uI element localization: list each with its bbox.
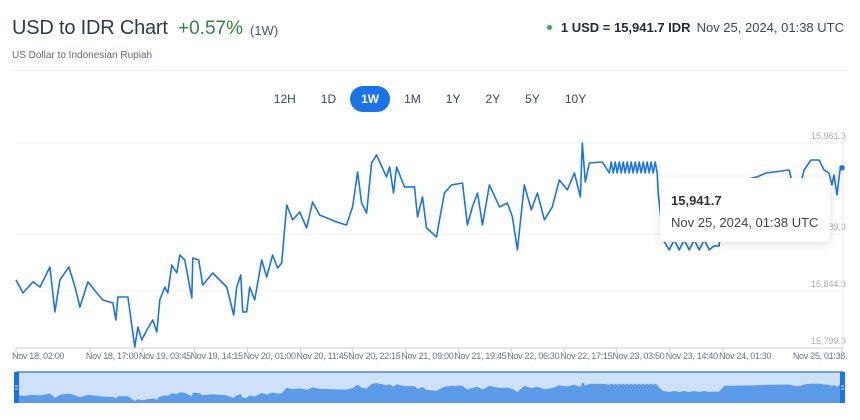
chart-tooltip: 15,941.7 Nov 25, 2024, 01:38 UTC: [660, 178, 830, 242]
range-selector: 12H 1D 1W 1M 1Y 2Y 5Y 10Y: [0, 86, 860, 112]
range-button-10y[interactable]: 10Y: [564, 92, 587, 106]
x-tick-label: Nov 23, 14:40: [666, 351, 718, 361]
hover-point: [839, 165, 845, 171]
pair-subtitle: US Dollar to Indonesian Rupiah: [12, 50, 153, 61]
x-tick-label: Nov 18, 17:00: [86, 351, 138, 361]
range-button-12h[interactable]: 12H: [273, 92, 296, 106]
x-tick-label: Nov 22, 17:15: [560, 351, 612, 361]
current-rate: 1 USD = 15,941.7 IDR Nov 25, 2024, 01:38…: [546, 20, 844, 35]
range-button-1m[interactable]: 1M: [404, 92, 421, 106]
navigator-handle-right[interactable]: [840, 372, 845, 403]
tooltip-date: Nov 25, 2024, 01:38 UTC: [671, 215, 819, 230]
x-tick-label: Nov 25, 01:38: [793, 351, 845, 361]
navigator-handle-left[interactable]: [14, 372, 19, 403]
tooltip-value: 15,941.7: [671, 193, 722, 208]
x-tick-label: Nov 20, 01:00: [244, 351, 296, 361]
y-tick-label: 15,844.3: [811, 279, 846, 289]
x-tick-label: Nov 22, 06:30: [507, 351, 559, 361]
x-tick-label: Nov 23, 03:50: [612, 351, 664, 361]
live-status-icon: [546, 25, 552, 30]
x-tick-label: Nov 20, 22:15: [348, 351, 400, 361]
range-button-2y[interactable]: 2Y: [485, 92, 501, 106]
x-tick-label: Nov 20, 11:45: [297, 351, 349, 361]
x-tick-label: Nov 24, 01:30: [719, 351, 771, 361]
range-button-1w[interactable]: 1W: [350, 86, 391, 112]
x-tick-label: Nov 18, 02:00: [12, 351, 64, 361]
x-tick-label: Nov 19, 14:15: [191, 351, 243, 361]
navigator-area: [16, 382, 842, 403]
header-divider: [12, 70, 848, 71]
range-button-1y[interactable]: 1Y: [445, 92, 461, 106]
y-tick-label: 15,799.3: [811, 336, 846, 346]
x-tick-label: Nov 19, 03:45: [139, 351, 191, 361]
rate-value: 1 USD = 15,941.7 IDR: [560, 20, 691, 35]
y-tick-label: 15,961.3: [811, 131, 846, 141]
range-button-1d[interactable]: 1D: [320, 92, 337, 106]
x-tick-label: Nov 21, 09:00: [401, 351, 453, 361]
price-line: [15, 142, 843, 348]
range-button-5y[interactable]: 5Y: [525, 92, 540, 106]
change-period: (1W): [250, 23, 279, 38]
page-title: USD to IDR Chart: [12, 17, 168, 39]
rate-timestamp: Nov 25, 2024, 01:38 UTC: [696, 20, 844, 35]
x-tick-label: Nov 21, 19:45: [454, 351, 506, 361]
change-percent: +0.57%: [178, 18, 243, 39]
